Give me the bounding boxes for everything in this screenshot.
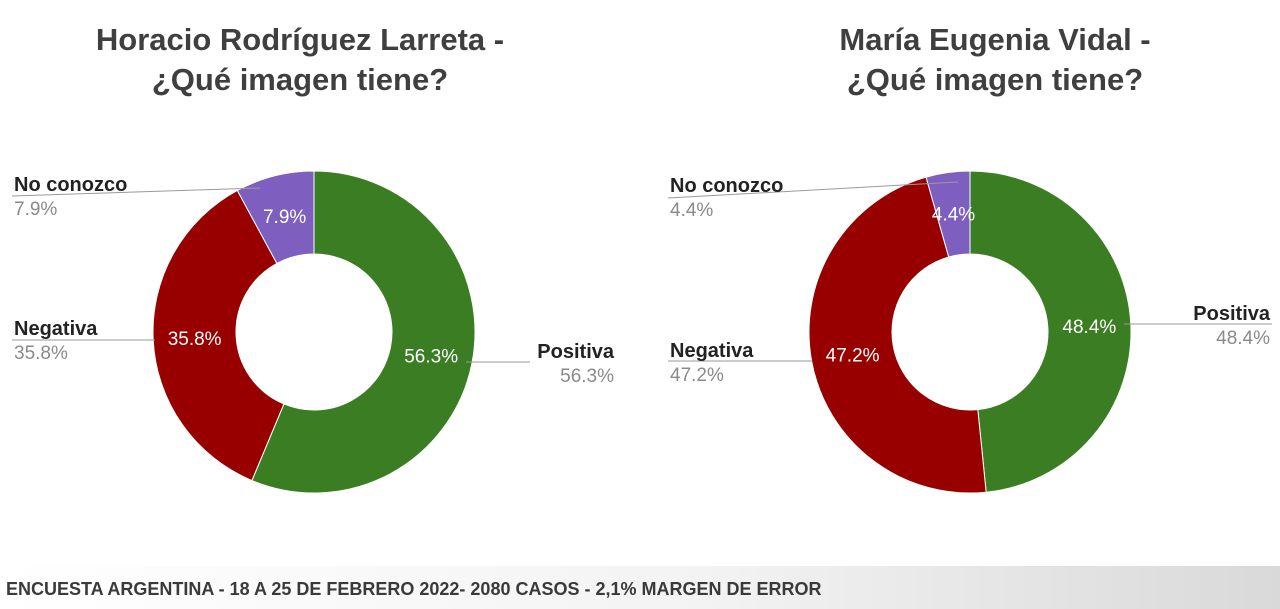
slice-data-label: 47.2% [826,345,880,366]
leader-line [11,187,261,197]
chart-title-line1: María Eugenia Vidal - [839,22,1151,57]
slice-data-label: 35.8% [168,329,222,350]
donut-slice-no-conozco [925,170,971,258]
donut-slice-positiva [969,170,1132,493]
chart-title-line2: ¿Qué imagen tiene? [846,62,1144,97]
donut-slice-no-conozco [236,170,315,265]
donut-charts: 56.3% Positiva 56.3% 35.8% Negativa 35.8% 7.9%… [11,170,1272,494]
chart-title-larreta: Horacio Rodríguez Larreta - ¿Qué imagen … [40,20,560,100]
outside-value-label: 35.8% [14,343,68,364]
outside-category-label: Negativa [14,318,98,340]
outside-category-label: No conozco [14,174,127,196]
outside-value-label: 47.2% [670,365,724,386]
outside-category-label: No conozco [670,175,783,197]
donut-chart-2: 48.4% Positiva 48.4% 47.2% Negativa 47.2% 4.4%… [667,170,1272,494]
footer-bar: ENCUESTA ARGENTINA - 18 A 25 DE FEBRERO … [0,566,1280,609]
donut-slice-negativa [152,189,285,482]
footer-survey-note: ENCUESTA ARGENTINA - 18 A 25 DE FEBRERO … [6,579,822,599]
slice-data-label: 48.4% [1062,317,1116,338]
outside-value-label: 7.9% [14,199,57,220]
outside-category-label: Positiva [1193,303,1271,325]
outside-value-label: 56.3% [560,366,614,387]
outside-value-label: 4.4% [670,200,713,221]
outside-value-label: 48.4% [1216,328,1270,349]
slice-data-label: 56.3% [404,346,458,367]
slice-data-label: 7.9% [263,207,306,228]
slice-data-label: 4.4% [932,205,975,226]
donut-slice-positiva [251,170,476,494]
donut-chart-1: 56.3% Positiva 56.3% 35.8% Negativa 35.8% 7.9%… [11,170,615,494]
leader-line [667,181,959,199]
chart-title-line2: ¿Qué imagen tiene? [151,62,449,97]
chart-title-vidal: María Eugenia Vidal - ¿Qué imagen tiene? [760,20,1230,100]
outside-category-label: Negativa [670,340,754,362]
donut-slice-negativa [808,176,987,494]
chart-title-line1: Horacio Rodríguez Larreta - [95,22,505,57]
outside-category-label: Positiva [537,341,615,363]
